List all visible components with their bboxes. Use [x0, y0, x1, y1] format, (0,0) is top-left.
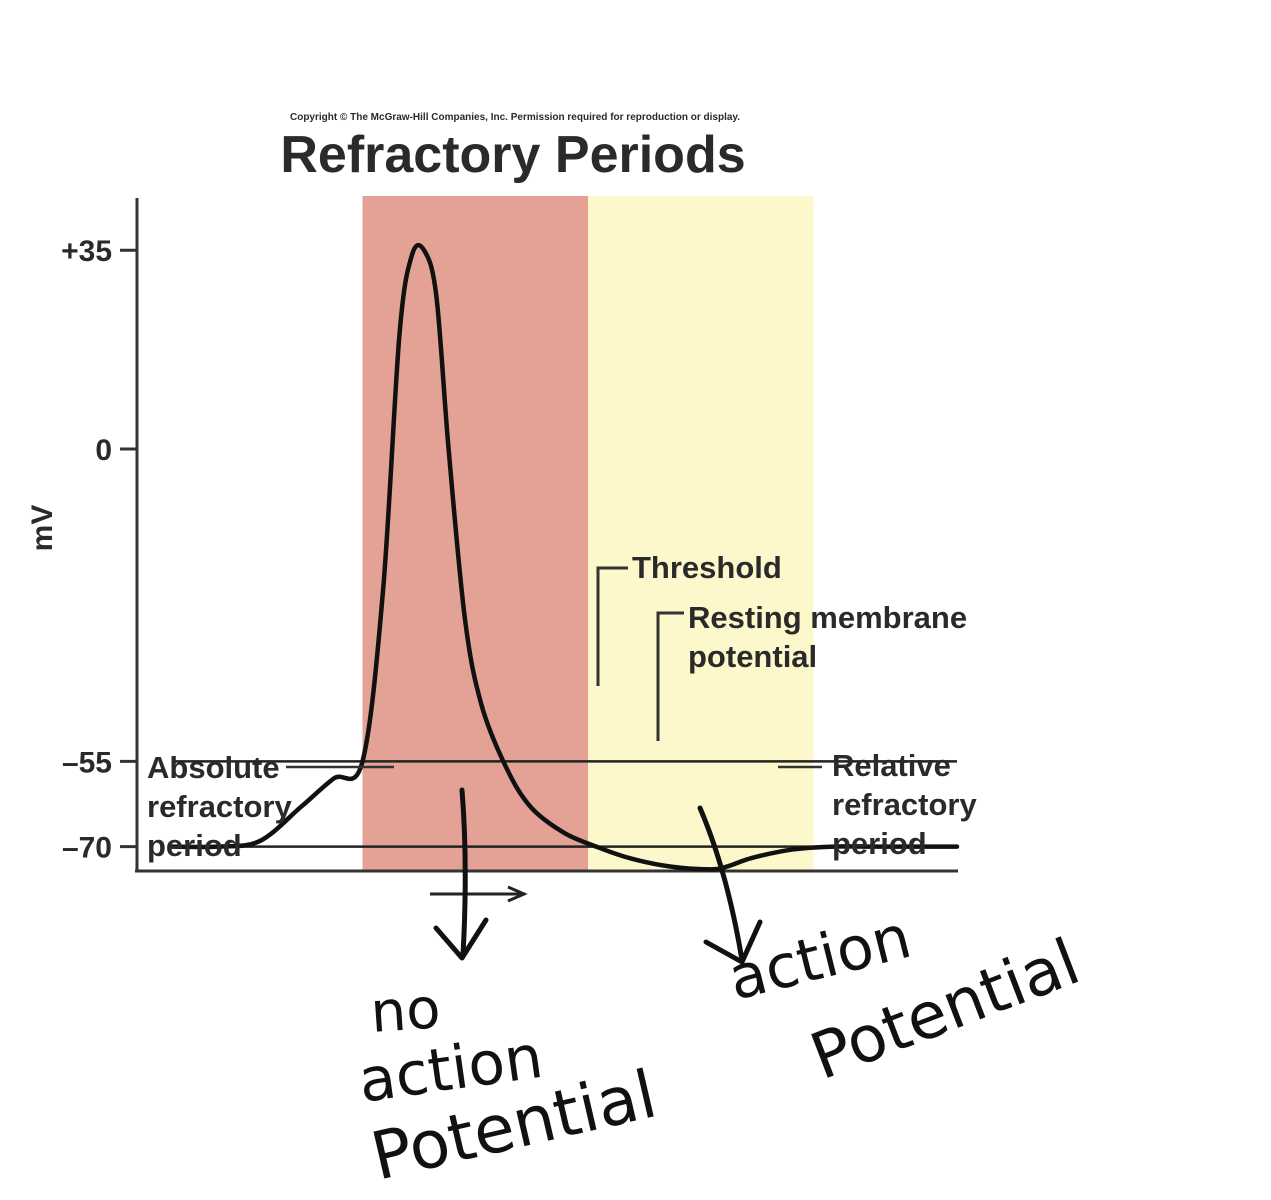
- absolute-label-line-3: period: [147, 828, 242, 863]
- y-tick-label: +35: [61, 235, 112, 268]
- relative-refractory-label: Relative refractory period: [832, 748, 985, 861]
- y-axis-ticks: +35 0 –55 –70: [61, 235, 137, 865]
- y-tick-label: –70: [62, 832, 112, 865]
- absolute-label-line-1: Absolute: [147, 750, 280, 785]
- handwritten-note-left-line-1: no: [368, 976, 442, 1046]
- handwritten-arrow-left: [433, 787, 489, 961]
- resting-potential-label: Resting membrane potential: [688, 600, 976, 674]
- handwritten-note-right: action Potential: [722, 902, 1090, 1095]
- threshold-label: Threshold: [632, 550, 782, 585]
- chart-title: Refractory Periods: [280, 126, 745, 184]
- copyright-notice: Copyright © The McGraw-Hill Companies, I…: [290, 112, 740, 123]
- relative-label-line-2: refractory: [832, 787, 977, 822]
- time-direction-arrow: [430, 885, 528, 903]
- absolute-refractory-region: [362, 196, 588, 870]
- handwritten-arrow-right: [697, 805, 763, 965]
- relative-label-line-3: period: [832, 826, 927, 861]
- resting-potential-leader-line: [656, 611, 684, 741]
- handwritten-note-left: no action Potential: [354, 976, 663, 1195]
- relative-label-line-1: Relative: [832, 748, 951, 783]
- y-tick-label: –55: [62, 746, 112, 779]
- action-potential-curve: [170, 242, 960, 872]
- resting-potential-label-line-2: potential: [688, 639, 817, 674]
- y-axis-label: mV: [26, 505, 59, 552]
- absolute-label-line-2: refractory: [147, 789, 292, 824]
- y-tick-label: 0: [95, 434, 112, 467]
- relative-refractory-region: [588, 196, 814, 870]
- absolute-refractory-label: Absolute refractory period: [147, 750, 300, 863]
- threshold-leader-line: [596, 566, 628, 686]
- resting-potential-label-line-1: Resting membrane: [688, 600, 967, 635]
